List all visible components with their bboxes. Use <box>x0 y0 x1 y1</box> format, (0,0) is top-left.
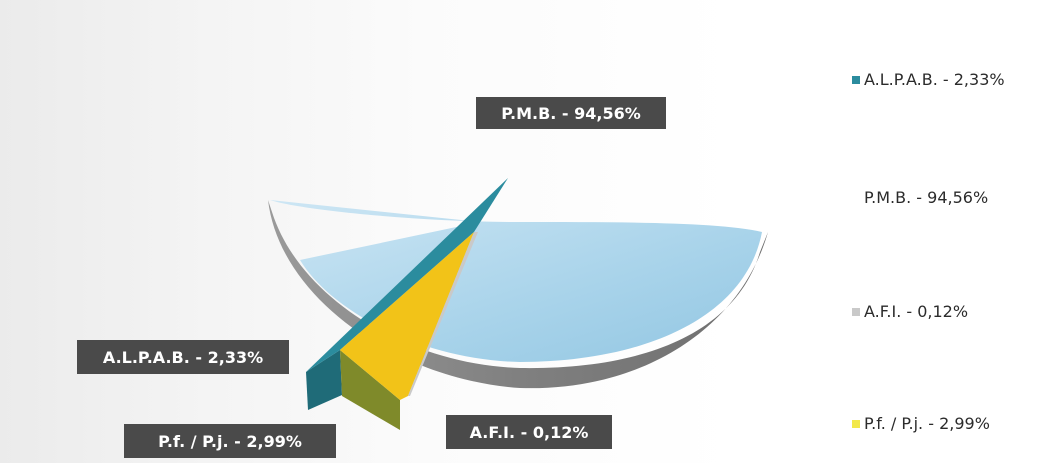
data-label-pfpj: P.f. / P.j. - 2,99% <box>124 424 336 458</box>
pie-slice-afi <box>408 232 478 396</box>
data-label-pfpj-text: P.f. / P.j. - 2,99% <box>158 432 302 451</box>
data-label-pmb: P.M.B. - 94,56% <box>476 97 666 129</box>
legend-label-afi: A.F.I. - 0,12% <box>864 302 969 321</box>
pie-slice-pfpj-side <box>340 350 400 430</box>
pie-slice-pfpj-group <box>340 232 474 430</box>
data-label-alpab-text: A.L.P.A.B. - 2,33% <box>103 348 263 367</box>
legend-swatch-afi <box>852 307 860 316</box>
legend-label-pfpj: P.f. / P.j. - 2,99% <box>864 414 990 433</box>
pie-slice-alpab-side <box>306 350 342 410</box>
legend-item-pmb: P.M.B. - 94,56% <box>852 188 988 207</box>
data-label-alpab: A.L.P.A.B. - 2,33% <box>77 340 289 374</box>
legend-swatch-pmb <box>852 193 860 202</box>
legend-label-pmb: P.M.B. - 94,56% <box>864 188 989 207</box>
data-label-pmb-text: P.M.B. - 94,56% <box>501 104 641 123</box>
data-label-afi: A.F.I. - 0,12% <box>446 415 612 449</box>
legend-swatch-pfpj <box>852 419 860 428</box>
pie-slice-pfpj <box>340 232 474 400</box>
legend-item-pfpj: P.f. / P.j. - 2,99% <box>852 414 990 433</box>
data-label-afi-text: A.F.I. - 0,12% <box>470 423 589 442</box>
legend-item-afi: A.F.I. - 0,12% <box>852 302 968 321</box>
pie-slice-alpab-group <box>306 178 508 410</box>
legend-swatch-alpab <box>852 75 860 84</box>
legend-label-alpab: A.L.P.A.B. - 2,33% <box>864 70 1005 89</box>
legend-item-alpab: A.L.P.A.B. - 2,33% <box>852 70 1005 89</box>
pie-slice-alpab <box>306 178 508 372</box>
